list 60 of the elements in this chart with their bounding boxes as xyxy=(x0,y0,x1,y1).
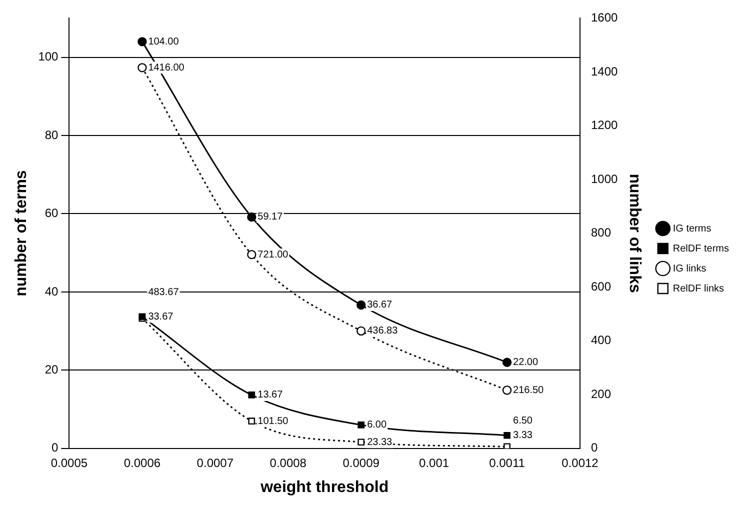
y2-tick-label: 0 xyxy=(590,440,598,455)
point xyxy=(138,63,147,72)
point xyxy=(358,438,365,446)
point xyxy=(356,326,366,336)
data-label: 1416.00 xyxy=(148,62,185,74)
point xyxy=(138,37,147,46)
point xyxy=(502,386,512,395)
data-label: 104.00 xyxy=(148,36,180,48)
data-label: 6.50 xyxy=(513,415,533,426)
y2-tick-label: 1400 xyxy=(590,64,618,78)
x-tick-label: 0.0005 xyxy=(50,456,88,470)
x-tick-label: 0.001 xyxy=(419,456,450,470)
data-label: 6.00 xyxy=(367,420,387,431)
y-tick-label: 0 xyxy=(52,440,59,455)
y2-tick-label: 800 xyxy=(590,226,612,240)
legend-label: IG terms xyxy=(672,223,712,234)
point xyxy=(248,392,256,398)
point xyxy=(248,418,256,425)
y-tick-label: 60 xyxy=(44,206,59,220)
y2-tick-label: 200 xyxy=(590,386,612,401)
y-tick-label: 80 xyxy=(44,128,59,142)
data-label: 3.33 xyxy=(513,430,533,442)
x-tick-label: 0.0011 xyxy=(489,456,526,470)
point xyxy=(356,300,366,310)
x-tick-label: 0.0008 xyxy=(270,456,307,470)
point xyxy=(502,358,512,367)
y-tick-label: 20 xyxy=(44,362,59,376)
data-label: 101.50 xyxy=(258,416,289,427)
y2-tick-label: 1000 xyxy=(590,172,618,186)
legend-label: RelDF links xyxy=(672,283,724,294)
y2-tick-label: 400 xyxy=(590,333,612,348)
data-label: 483.67 xyxy=(148,287,180,298)
x-tick-label: 0.0009 xyxy=(342,456,380,470)
y2-tick-label: 600 xyxy=(590,279,612,294)
legend-label: RelDF terms xyxy=(672,243,730,254)
x-tick-label: 0.0012 xyxy=(562,456,599,470)
data-label: 22.00 xyxy=(513,357,538,368)
x-tick-label: 0.0006 xyxy=(124,456,161,470)
data-label: 436.83 xyxy=(367,326,398,337)
x-axis-title: weight threshold xyxy=(260,478,389,496)
y2-tick-label: 1200 xyxy=(590,118,618,132)
y2-tick-label: 1600 xyxy=(590,10,618,25)
y-tick-label: 100 xyxy=(38,50,59,64)
legend-label: IG links xyxy=(672,263,706,274)
data-label: 23.33 xyxy=(367,436,393,448)
point xyxy=(247,250,256,260)
point xyxy=(504,432,510,439)
point xyxy=(504,443,510,448)
y-axis-title: number of terms xyxy=(13,170,30,296)
point xyxy=(247,212,256,222)
x-tick-label: 0.0007 xyxy=(196,456,234,470)
data-label: 36.67 xyxy=(367,300,393,311)
y-tick-label: 40 xyxy=(44,284,59,298)
data-label: 721.00 xyxy=(258,249,289,260)
data-label: 33.67 xyxy=(148,311,174,322)
point xyxy=(358,422,365,428)
data-label: 59.17 xyxy=(258,212,284,223)
data-label: 216.50 xyxy=(513,384,544,396)
data-label: 13.67 xyxy=(258,390,284,401)
y2-axis-title: number of links xyxy=(626,174,643,293)
